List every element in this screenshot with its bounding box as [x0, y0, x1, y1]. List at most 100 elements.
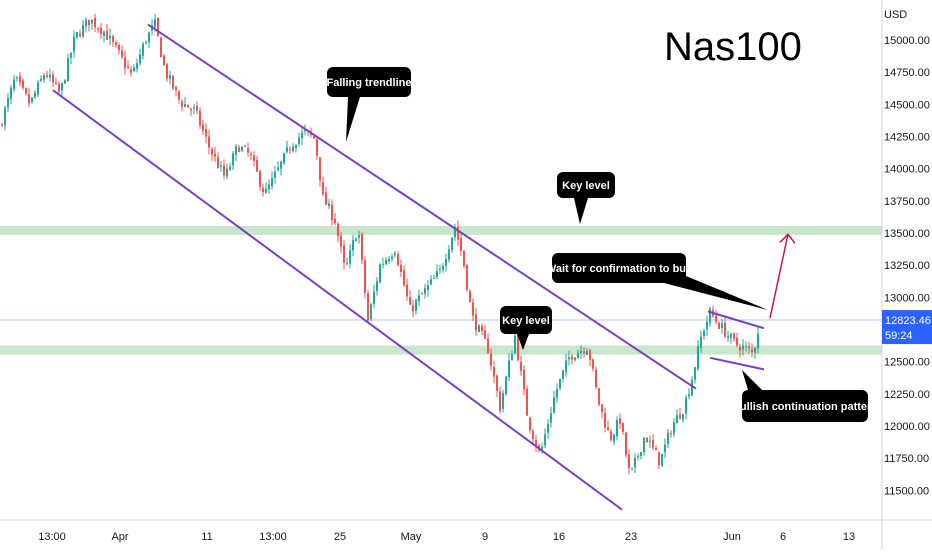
candle-body — [454, 227, 456, 238]
callout-key-level-upper[interactable]: Key level — [557, 172, 615, 224]
candle-89 — [268, 179, 270, 194]
candle-41 — [124, 50, 126, 75]
candle-body — [112, 36, 114, 42]
candle-242 — [727, 330, 729, 342]
candle-body — [169, 75, 171, 79]
candle-94 — [283, 152, 285, 166]
candle-68 — [205, 123, 207, 144]
candle-body — [601, 404, 603, 412]
candle-body — [472, 302, 474, 316]
candle-body — [664, 444, 666, 453]
candle-169 — [508, 353, 510, 382]
candle-5 — [16, 76, 18, 82]
candle-body — [175, 86, 177, 90]
candle-body — [589, 350, 591, 360]
candle-body — [340, 235, 342, 247]
time-axis[interactable]: 13:00 Apr 11 13:00 25 May 9 16 23 Jun 6 13 — [0, 519, 932, 543]
candle-body — [412, 305, 414, 311]
candle-body — [568, 357, 570, 360]
candle-165 — [496, 374, 498, 398]
candle-248 — [745, 341, 747, 352]
candle-210 — [631, 467, 633, 471]
candle-167 — [502, 389, 504, 413]
falling-trendline-lower[interactable] — [52, 89, 623, 511]
candle-body — [94, 17, 96, 28]
candle-126 — [379, 262, 381, 284]
candle-0 — [1, 122, 3, 128]
candle-body — [706, 321, 708, 330]
candle-227 — [682, 413, 684, 423]
candle-2 — [7, 93, 9, 113]
candle-body — [91, 19, 93, 24]
candle-53 — [160, 36, 162, 58]
candle-body — [439, 268, 441, 270]
candle-body — [160, 37, 162, 58]
x-tick-label: 25 — [334, 531, 346, 543]
candle-body — [424, 288, 426, 294]
x-tick-label: 23 — [625, 531, 637, 543]
candle-body — [742, 345, 744, 350]
candle-117 — [352, 234, 354, 257]
candle-body — [643, 437, 645, 453]
callout-bullish-pattern[interactable]: Bullish continuation pattern — [732, 370, 878, 422]
candle-121 — [364, 256, 366, 299]
candle-body — [574, 357, 576, 360]
candle-body — [31, 97, 33, 102]
candle-body — [676, 415, 678, 424]
candle-body — [490, 353, 492, 366]
candle-body — [724, 322, 726, 337]
candle-body — [505, 376, 507, 395]
candle-219 — [658, 451, 660, 470]
candle-198 — [595, 366, 597, 390]
candle-body — [238, 147, 240, 153]
candle-203 — [610, 429, 612, 443]
candle-body — [130, 69, 132, 73]
candle-body — [469, 291, 471, 302]
candle-1 — [4, 105, 6, 131]
candle-186 — [559, 378, 561, 391]
candle-body — [79, 33, 81, 37]
candle-body — [739, 346, 741, 351]
axis-currency: USD — [884, 9, 907, 21]
candle-body — [199, 110, 201, 126]
candle-body — [16, 77, 18, 79]
candle-body — [346, 262, 348, 264]
callout-label: Falling trendline — [327, 77, 412, 89]
callout-key-level-lower[interactable]: Key level — [500, 306, 552, 350]
candle-192 — [577, 349, 579, 359]
projection-arrow-shaft[interactable] — [769, 234, 789, 319]
candle-25 — [76, 31, 78, 40]
flag-upper-line[interactable] — [707, 310, 765, 330]
candle-19 — [58, 81, 60, 95]
candle-body — [52, 74, 54, 83]
last-price-badge: 12823.46 59:24 — [882, 310, 932, 345]
callout-wait-confirmation[interactable]: Wait for confirmation to buy — [546, 253, 768, 310]
candle-body — [214, 153, 216, 157]
candle-232 — [697, 340, 699, 371]
candle-236 — [709, 306, 711, 327]
candle-body — [730, 333, 732, 338]
candle-45 — [136, 58, 138, 73]
candle-body — [316, 139, 318, 156]
candle-body — [394, 253, 396, 256]
candle-6 — [19, 71, 21, 87]
falling-trendline-upper[interactable] — [147, 23, 697, 390]
candle-147 — [442, 262, 444, 273]
price-axis[interactable]: USD 15000.00 14750.00 14500.00 14250.00 14000… — [881, 0, 932, 550]
candle-body — [709, 308, 711, 324]
candle-112 — [337, 222, 339, 243]
candle-72 — [217, 151, 219, 169]
candle-body — [418, 295, 420, 302]
candle-body — [655, 447, 657, 451]
candle-body — [292, 146, 294, 151]
callout-falling-trendline[interactable]: Falling trendline — [327, 67, 412, 142]
candle-91 — [274, 165, 276, 184]
candle-62 — [187, 104, 189, 108]
candle-170 — [511, 350, 513, 361]
candle-body — [172, 75, 174, 89]
candle-body — [517, 334, 519, 361]
candle-139 — [418, 289, 420, 306]
flag-lower-line[interactable] — [709, 356, 765, 371]
candle-60 — [181, 99, 183, 112]
